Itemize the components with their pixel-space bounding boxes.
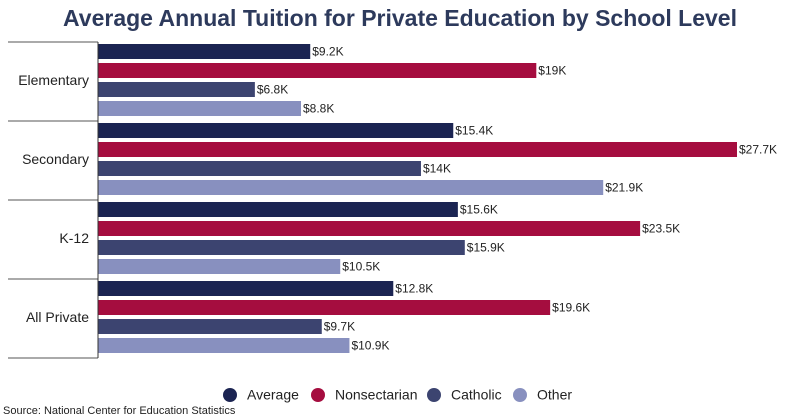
value-label: $12.8K (395, 282, 433, 296)
value-label: $15.6K (460, 203, 498, 217)
chart-title: Average Annual Tuition for Private Educa… (63, 5, 737, 31)
legend-marker (311, 388, 325, 402)
value-label: $23.5K (642, 222, 680, 236)
legend-label: Catholic (451, 387, 502, 403)
source-note: Source: National Center for Education St… (3, 405, 236, 417)
value-label: $10.5K (342, 260, 380, 274)
value-label: $9.2K (312, 45, 343, 59)
value-label: $14K (423, 162, 451, 176)
bar (98, 82, 255, 97)
y-tick-label: Elementary (18, 72, 89, 88)
bar (98, 180, 604, 195)
bar (98, 161, 421, 176)
bar (98, 240, 465, 255)
bar (98, 259, 341, 274)
value-label: $19.6K (552, 301, 590, 315)
value-label: $21.9K (605, 181, 643, 195)
bar (98, 142, 737, 157)
bar (98, 202, 458, 217)
y-tick-label: All Private (26, 309, 89, 325)
legend-label: Nonsectarian (335, 387, 418, 403)
bar (98, 63, 537, 78)
bar (98, 281, 394, 296)
value-label: $10.9K (351, 339, 389, 353)
legend-marker (427, 388, 441, 402)
bar (98, 123, 454, 138)
value-label: $9.7K (324, 320, 355, 334)
value-label: $27.7K (739, 143, 777, 157)
y-tick-label: K-12 (59, 230, 89, 246)
bar (98, 338, 350, 353)
value-label: $15.4K (455, 124, 493, 138)
value-label: $6.8K (257, 83, 288, 97)
bar (98, 101, 302, 116)
legend-label: Average (247, 387, 299, 403)
y-tick-label: Secondary (22, 151, 89, 167)
legend-marker (223, 388, 237, 402)
value-label: $19K (538, 64, 566, 78)
value-label: $15.9K (467, 241, 505, 255)
value-label: $8.8K (303, 102, 334, 116)
legend-marker (513, 388, 527, 402)
bar (98, 221, 641, 236)
legend-label: Other (537, 387, 572, 403)
bar (98, 44, 311, 59)
bar (98, 319, 322, 334)
bar (98, 300, 551, 315)
